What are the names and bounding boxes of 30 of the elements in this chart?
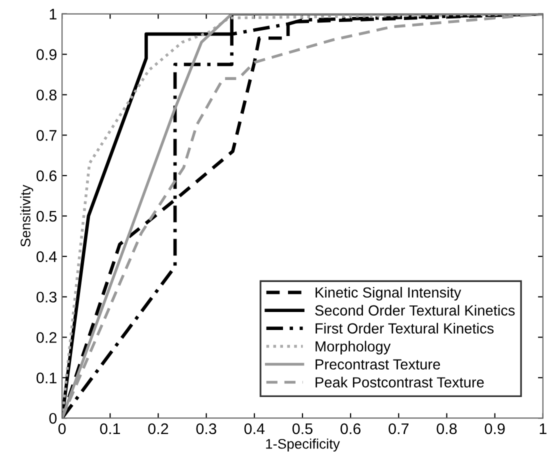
x-tick-label: 0.6	[340, 423, 361, 434]
y-tick-label: 0	[49, 412, 57, 424]
x-tick-label: 0.1	[100, 423, 120, 434]
x-tick-label: 0.9	[484, 423, 505, 434]
y-tick-label: 0.2	[36, 332, 56, 343]
y-tick-label: 0.6	[36, 170, 57, 182]
y-tick-label: 0.9	[36, 49, 56, 60]
y-tick-label: 0.8	[36, 90, 57, 100]
y-tick-label: 1	[50, 8, 56, 20]
y-tick-label: 0.3	[36, 292, 57, 303]
x-tick-label: 1	[540, 424, 546, 434]
x-tick-label: 0.3	[196, 423, 216, 434]
legend-label: Precontrast Texture	[316, 359, 440, 370]
legend-label: Kinetic Signal Intensity	[316, 286, 462, 301]
legend-label: Second Order Textural Kinetics	[315, 304, 515, 316]
x-tick-label: 0	[58, 423, 66, 434]
y-tick-label: 0.7	[36, 130, 56, 141]
legend-label: Peak Postcontrast Texture	[316, 376, 484, 388]
x-axis-title: 1-Specificity	[266, 438, 340, 452]
x-tick-label: 0.4	[244, 423, 265, 434]
legend-label: First Order Textural Kinetics	[316, 322, 494, 334]
x-tick-label: 0.5	[292, 423, 312, 434]
x-tick-label: 0.2	[148, 423, 168, 434]
legend-label: Morphology	[316, 340, 391, 354]
x-tick-label: 0.7	[388, 423, 409, 434]
y-axis-title: Sensitivity	[20, 184, 34, 247]
y-tick-label: 0.5	[36, 210, 57, 222]
y-tick-label: 0.1	[36, 372, 56, 384]
x-tick-label: 0.8	[436, 423, 457, 434]
y-tick-label: 0.4	[36, 251, 57, 262]
